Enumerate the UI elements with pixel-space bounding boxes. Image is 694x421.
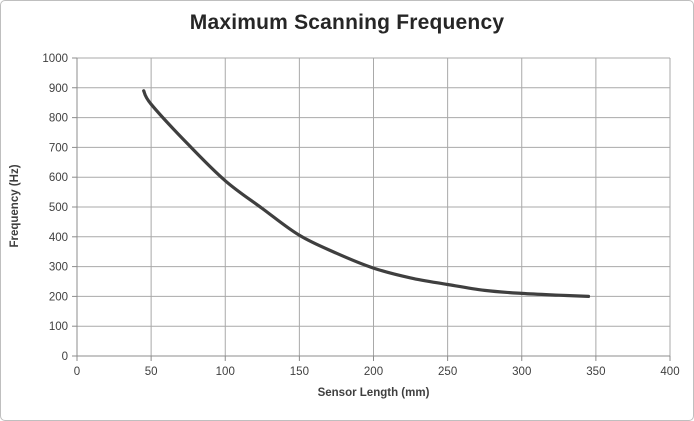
x-tick-label: 50	[145, 366, 158, 378]
y-tick-label: 800	[49, 113, 68, 125]
x-tick-label: 100	[216, 366, 235, 378]
x-tick-label: 350	[586, 366, 605, 378]
x-axis-title: Sensor Length (mm)	[317, 387, 430, 399]
y-tick-label: 900	[49, 83, 68, 95]
x-tick-label: 400	[660, 366, 679, 378]
y-tick-label: 400	[49, 232, 68, 244]
y-tick-label: 0	[62, 351, 68, 363]
x-tick-label: 250	[438, 366, 457, 378]
y-tick-label: 600	[49, 172, 68, 184]
x-tick-label: 300	[512, 366, 531, 378]
frequency-curve	[142, 89, 591, 298]
x-tick-label: 200	[364, 366, 383, 378]
x-tick-label: 150	[290, 366, 309, 378]
y-tick-label: 200	[49, 291, 68, 303]
y-axis-title: Frequency (Hz)	[9, 164, 21, 248]
x-tick-label: 0	[74, 366, 80, 378]
y-tick-label: 100	[49, 321, 68, 333]
chart-title: Maximum Scanning Frequency	[189, 11, 505, 34]
y-tick-label: 300	[49, 262, 68, 274]
y-tick-label: 1000	[42, 53, 68, 65]
y-tick-label: 500	[49, 202, 68, 214]
y-tick-label: 700	[49, 142, 68, 154]
